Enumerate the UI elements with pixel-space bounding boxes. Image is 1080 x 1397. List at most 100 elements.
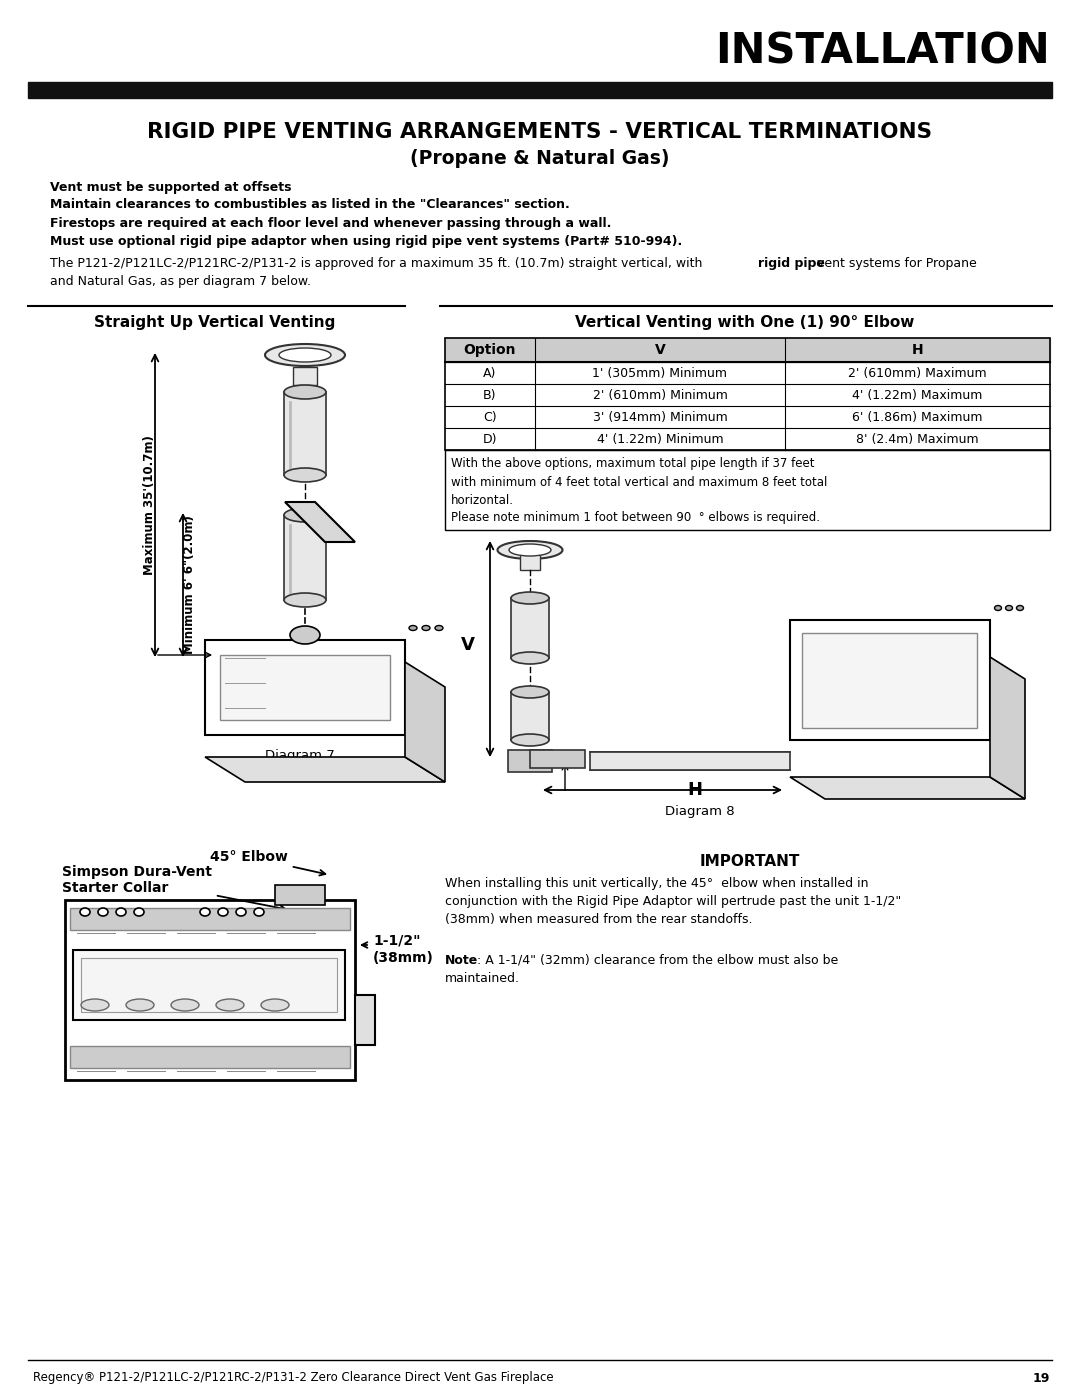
Ellipse shape — [511, 652, 549, 664]
Polygon shape — [285, 502, 355, 542]
Ellipse shape — [265, 344, 345, 366]
Ellipse shape — [261, 999, 289, 1011]
Ellipse shape — [284, 592, 326, 608]
Ellipse shape — [171, 999, 199, 1011]
Ellipse shape — [511, 733, 549, 746]
Ellipse shape — [511, 592, 549, 604]
Ellipse shape — [1005, 605, 1013, 610]
Bar — [205, 640, 405, 735]
Ellipse shape — [134, 908, 144, 916]
Bar — [511, 692, 549, 740]
Text: 1' (305mm) Minimum: 1' (305mm) Minimum — [593, 366, 728, 380]
Ellipse shape — [422, 626, 430, 630]
Ellipse shape — [511, 686, 549, 698]
Text: D): D) — [483, 433, 497, 446]
Bar — [70, 908, 350, 930]
Ellipse shape — [1016, 605, 1024, 610]
Text: 8' (2.4m) Maximum: 8' (2.4m) Maximum — [856, 433, 978, 446]
Bar — [73, 950, 345, 1020]
Text: B): B) — [483, 388, 497, 401]
Ellipse shape — [498, 541, 563, 559]
Text: 2' (610mm) Maximum: 2' (610mm) Maximum — [848, 366, 987, 380]
Ellipse shape — [254, 908, 264, 916]
Ellipse shape — [409, 626, 417, 630]
Bar — [789, 620, 990, 740]
Text: With the above options, maximum total pipe length if 37 feet: With the above options, maximum total pi… — [451, 457, 814, 471]
Text: RIGID PIPE VENTING ARRANGEMENTS - VERTICAL TERMINATIONS: RIGID PIPE VENTING ARRANGEMENTS - VERTIC… — [148, 122, 932, 142]
Text: Vent must be supported at offsets: Vent must be supported at offsets — [50, 180, 292, 194]
Ellipse shape — [284, 509, 326, 522]
Text: Option: Option — [463, 344, 516, 358]
Text: The P121-2/P121LC-2/P121RC-2/P131-2 is approved for a maximum 35 ft. (10.7m) str: The P121-2/P121LC-2/P121RC-2/P131-2 is a… — [50, 257, 706, 271]
Ellipse shape — [509, 543, 551, 556]
Text: INSTALLATION: INSTALLATION — [715, 31, 1050, 73]
Text: (38mm) when measured from the rear standoffs.: (38mm) when measured from the rear stand… — [445, 914, 753, 926]
Ellipse shape — [435, 626, 443, 630]
Text: 1-1/2": 1-1/2" — [373, 933, 420, 947]
Text: V: V — [461, 636, 475, 654]
Text: (38mm): (38mm) — [373, 951, 434, 965]
Text: IMPORTANT: IMPORTANT — [700, 855, 800, 869]
Ellipse shape — [237, 908, 246, 916]
Text: H: H — [688, 781, 702, 799]
Bar — [519, 552, 540, 570]
Bar — [802, 633, 977, 728]
Text: 4' (1.22m) Maximum: 4' (1.22m) Maximum — [852, 388, 983, 401]
Bar — [355, 995, 375, 1045]
Text: vent systems for Propane: vent systems for Propane — [813, 257, 976, 271]
Text: Diagram 8: Diagram 8 — [665, 806, 734, 819]
Text: Maintain clearances to combustibles as listed in the "Clearances" section.: Maintain clearances to combustibles as l… — [50, 198, 570, 211]
Polygon shape — [789, 777, 1025, 799]
Bar — [284, 515, 326, 599]
Ellipse shape — [126, 999, 154, 1011]
Text: : A 1-1/4" (32mm) clearance from the elbow must also be: : A 1-1/4" (32mm) clearance from the elb… — [477, 954, 838, 967]
Text: Straight Up Vertical Venting: Straight Up Vertical Venting — [94, 316, 336, 331]
Bar — [81, 958, 337, 1011]
Text: Firestops are required at each floor level and whenever passing through a wall.: Firestops are required at each floor lev… — [50, 217, 611, 229]
Text: (Propane & Natural Gas): (Propane & Natural Gas) — [410, 148, 670, 168]
Ellipse shape — [80, 908, 90, 916]
Ellipse shape — [216, 999, 244, 1011]
Text: C): C) — [483, 411, 497, 423]
Text: with minimum of 4 feet total vertical and maximum 8 feet total: with minimum of 4 feet total vertical an… — [451, 475, 827, 489]
Text: 4' (1.22m) Minimum: 4' (1.22m) Minimum — [596, 433, 724, 446]
Bar — [508, 750, 552, 773]
Text: rigid pipe: rigid pipe — [758, 257, 825, 271]
Bar — [511, 598, 549, 658]
Ellipse shape — [116, 908, 126, 916]
Text: Simpson Dura-Vent
Starter Collar: Simpson Dura-Vent Starter Collar — [62, 865, 285, 911]
Bar — [293, 367, 318, 386]
Polygon shape — [990, 657, 1025, 799]
Ellipse shape — [98, 908, 108, 916]
Text: conjunction with the Rigid Pipe Adaptor will pertrude past the unit 1-1/2": conjunction with the Rigid Pipe Adaptor … — [445, 895, 901, 908]
Text: Must use optional rigid pipe adaptor when using rigid pipe vent systems (Part# 5: Must use optional rigid pipe adaptor whe… — [50, 235, 683, 247]
Bar — [445, 338, 1050, 362]
Text: Note: Note — [445, 954, 478, 967]
Text: Diagram 7: Diagram 7 — [265, 749, 335, 761]
Text: 45° Elbow: 45° Elbow — [210, 849, 325, 876]
Text: horizontal.: horizontal. — [451, 493, 514, 507]
Bar — [65, 900, 355, 1080]
Ellipse shape — [995, 605, 1001, 610]
Text: Please note minimum 1 foot between 90  ° elbows is required.: Please note minimum 1 foot between 90 ° … — [451, 511, 820, 524]
Ellipse shape — [284, 386, 326, 400]
Text: 2' (610mm) Minimum: 2' (610mm) Minimum — [593, 388, 728, 401]
Polygon shape — [405, 662, 445, 782]
Bar — [590, 752, 789, 770]
Bar — [275, 886, 325, 905]
Bar — [445, 338, 1050, 450]
Text: and Natural Gas, as per diagram 7 below.: and Natural Gas, as per diagram 7 below. — [50, 274, 311, 288]
Text: When installing this unit vertically, the 45°  elbow when installed in: When installing this unit vertically, th… — [445, 877, 868, 890]
Bar — [284, 393, 326, 475]
Bar — [220, 655, 390, 719]
Bar — [445, 450, 1050, 529]
Bar — [530, 750, 585, 768]
Text: 6' (1.86m) Maximum: 6' (1.86m) Maximum — [852, 411, 983, 423]
Ellipse shape — [200, 908, 210, 916]
Text: A): A) — [484, 366, 497, 380]
Text: 19: 19 — [1032, 1372, 1050, 1384]
Ellipse shape — [218, 908, 228, 916]
Text: V: V — [654, 344, 665, 358]
Text: Vertical Venting with One (1) 90° Elbow: Vertical Venting with One (1) 90° Elbow — [576, 316, 915, 331]
Text: Maximum 35'(10.7m): Maximum 35'(10.7m) — [143, 434, 156, 576]
